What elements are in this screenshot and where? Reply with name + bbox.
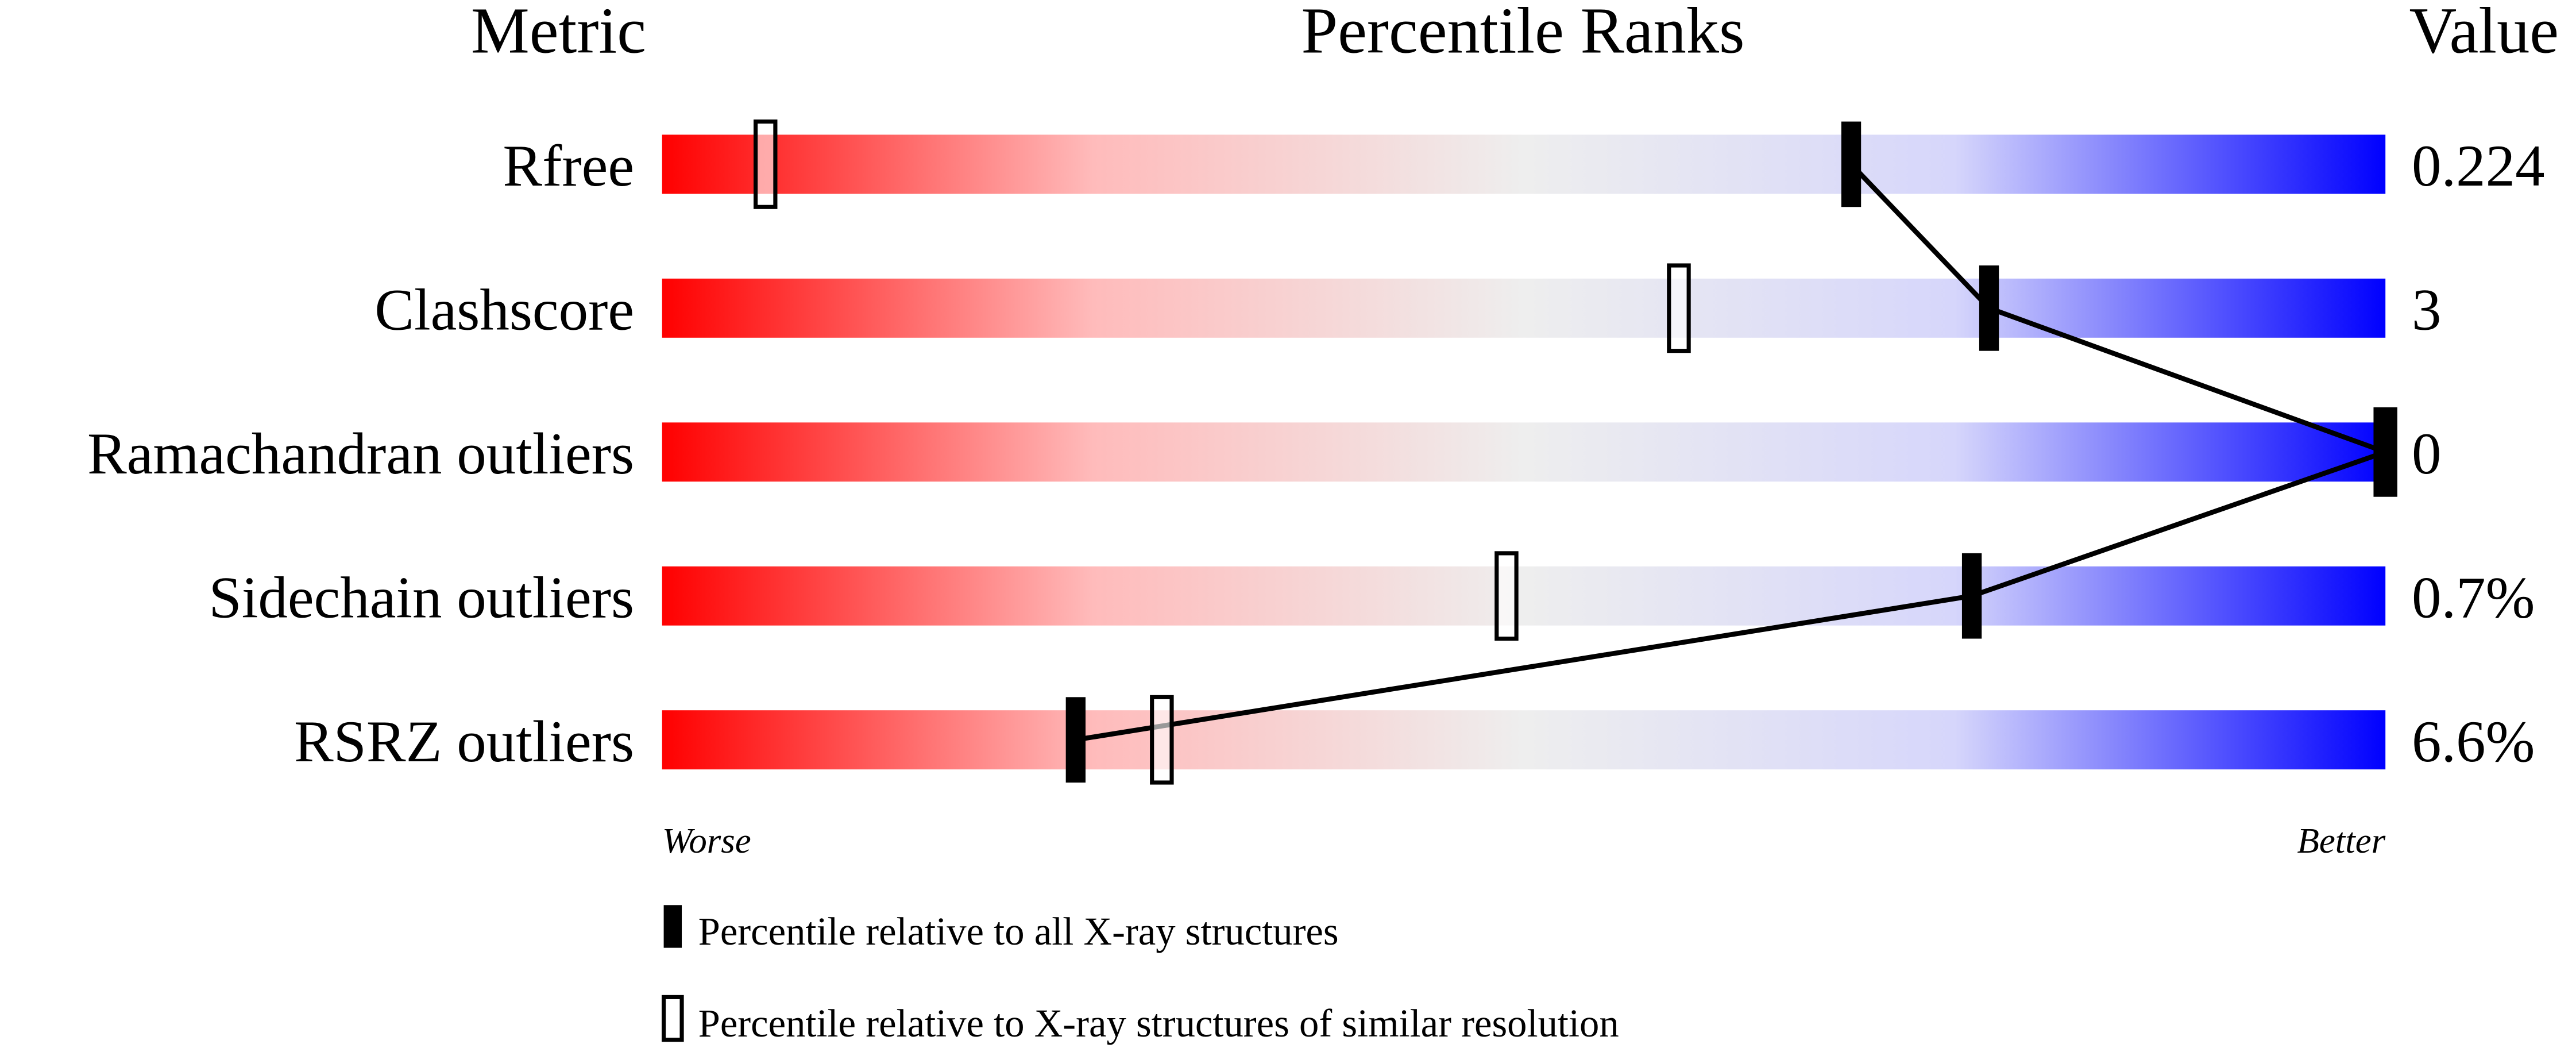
absolute-marker xyxy=(1979,265,1999,351)
relative-marker xyxy=(1150,695,1174,785)
metric-label: Ramachandran outliers xyxy=(87,421,634,487)
legend-swatch xyxy=(663,905,682,948)
metric-header: Metric xyxy=(471,0,646,67)
relative-marker xyxy=(1667,263,1691,353)
metric-value: 0.7% xyxy=(2412,565,2535,630)
absolute-marker xyxy=(1841,121,1861,207)
percentile-bar xyxy=(662,278,2386,338)
legend-label: Percentile relative to X-ray structures … xyxy=(698,1001,1619,1045)
metric-label: Sidechain outliers xyxy=(208,565,634,630)
legend-label: Percentile relative to all X-ray structu… xyxy=(698,910,1339,953)
percentile-header: Percentile Ranks xyxy=(1301,0,1745,67)
metric-label: RSRZ outliers xyxy=(294,709,634,775)
legend-swatch xyxy=(661,995,684,1042)
worse-label: Worse xyxy=(662,820,751,861)
relative-marker xyxy=(1494,551,1519,641)
better-label: Better xyxy=(2297,820,2385,861)
metric-value: 6.6% xyxy=(2412,709,2535,775)
metric-value: 0 xyxy=(2412,421,2441,487)
absolute-marker xyxy=(1961,553,1982,639)
absolute-marker xyxy=(1065,697,1086,783)
metric-value: 0.224 xyxy=(2412,133,2545,199)
percentile-bar xyxy=(662,710,2386,770)
metric-value: 3 xyxy=(2412,278,2441,343)
percentile-bar xyxy=(662,134,2386,194)
percentile-bar xyxy=(662,422,2386,482)
metric-label: Rfree xyxy=(503,133,634,199)
percentile-bar xyxy=(662,566,2386,626)
value-header: Value xyxy=(2409,0,2559,67)
absolute-marker xyxy=(2376,409,2396,495)
relative-marker xyxy=(754,119,778,209)
metric-label: Clashscore xyxy=(374,278,634,343)
